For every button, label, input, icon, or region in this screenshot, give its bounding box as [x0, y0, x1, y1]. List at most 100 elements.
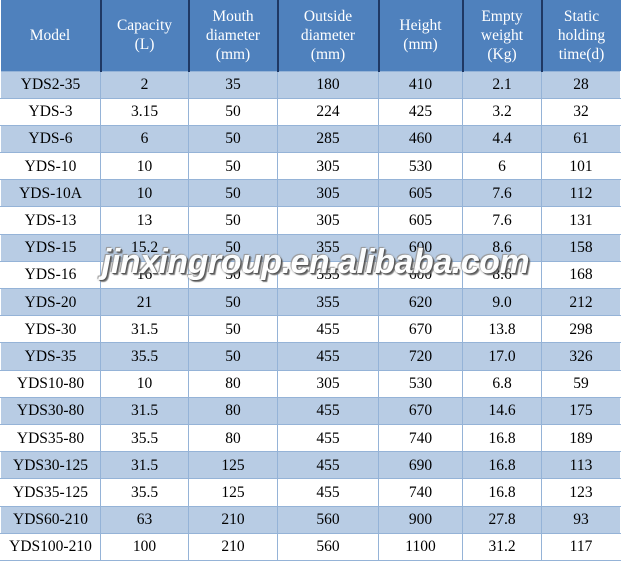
cell-outside-diameter: 355: [277, 233, 379, 262]
cell-empty-weight: 4.4: [462, 124, 542, 154]
cell-height: 530: [378, 369, 463, 398]
cell-outside-diameter: 305: [277, 179, 379, 208]
column-header-line: Empty: [481, 7, 523, 25]
cell-height: 720: [378, 342, 463, 371]
cell-height: 425: [378, 97, 463, 126]
column-header-line: Outside: [303, 7, 353, 25]
column-header-empty-weight: Empty weight (Kg): [461, 0, 543, 71]
cell-capacity: 31.5: [100, 396, 189, 425]
column-header-line: diameter: [300, 26, 356, 44]
cell-empty-weight: 7.6: [462, 206, 542, 235]
cell-capacity: 3.15: [100, 97, 189, 126]
cell-height: 605: [378, 206, 463, 235]
cell-mouth-diameter: 50: [188, 315, 278, 344]
cell-mouth-diameter: 50: [188, 342, 278, 371]
cell-model: YDS2-35: [0, 70, 101, 99]
cell-height: 690: [378, 451, 463, 480]
cell-static-holding-time: 298: [541, 315, 621, 344]
cell-model: YDS-16: [0, 260, 101, 290]
cell-capacity: 35.5: [100, 478, 189, 507]
cell-outside-diameter: 455: [277, 478, 379, 507]
cell-empty-weight: 16.8: [462, 423, 542, 453]
cell-empty-weight: 31.2: [462, 532, 542, 561]
cell-height: 900: [378, 505, 463, 534]
table-row: YDS-10 10 50 305 530 6 101: [0, 152, 621, 181]
cell-capacity: 21: [100, 287, 189, 317]
column-header-unit: time(d): [558, 45, 605, 63]
cell-static-holding-time: 101: [541, 152, 621, 181]
cell-empty-weight: 16.8: [462, 451, 542, 480]
cell-height: 530: [378, 152, 463, 181]
cell-static-holding-time: 93: [541, 505, 621, 534]
cell-static-holding-time: 158: [541, 233, 621, 262]
cell-mouth-diameter: 50: [188, 152, 278, 181]
cell-mouth-diameter: 125: [188, 451, 278, 480]
cell-mouth-diameter: 50: [188, 233, 278, 262]
table-row: YDS35-80 35.5 80 455 740 16.8 189: [0, 423, 621, 453]
cell-model: YDS-3: [0, 97, 101, 126]
cell-empty-weight: 16.8: [462, 478, 542, 507]
cell-empty-weight: 3.2: [462, 97, 542, 126]
cell-static-holding-time: 28: [541, 70, 621, 99]
table-row: YDS30-125 31.5 125 455 690 16.8 113: [0, 451, 621, 480]
table-row: YDS30-80 31.5 80 455 670 14.6 175: [0, 396, 621, 425]
cell-capacity: 16: [100, 260, 189, 290]
cell-capacity: 63: [100, 505, 189, 534]
table-row: YDS-20 21 50 355 620 9.0 212: [0, 287, 621, 317]
cell-model: YDS-10: [0, 152, 101, 181]
table-header: Model Capacity (L) Mouth diameter (mm) O…: [0, 0, 621, 71]
column-header-line: Model: [29, 26, 71, 44]
cell-height: 1100: [378, 532, 463, 561]
column-header-line: Height: [399, 17, 442, 35]
cell-model: YDS60-210: [0, 505, 101, 534]
column-header-unit: (Kg): [487, 45, 517, 63]
cell-capacity: 13: [100, 206, 189, 235]
table-row: YDS2-35 2 35 180 410 2.1 28: [0, 70, 621, 99]
cell-outside-diameter: 455: [277, 423, 379, 453]
cell-outside-diameter: 560: [277, 505, 379, 534]
cell-height: 740: [378, 423, 463, 453]
cell-height: 620: [378, 287, 463, 317]
column-header-line: weight: [480, 26, 524, 44]
cell-static-holding-time: 59: [541, 369, 621, 398]
cell-outside-diameter: 455: [277, 342, 379, 371]
cell-mouth-diameter: 50: [188, 97, 278, 126]
cell-height: 670: [378, 315, 463, 344]
cell-mouth-diameter: 125: [188, 478, 278, 507]
table-row: YDS-15 15.2 50 355 600 8.6 158: [0, 233, 621, 262]
table-row: YDS-13 13 50 305 605 7.6 131: [0, 206, 621, 235]
table-row: YDS-35 35.5 50 455 720 17.0 326: [0, 342, 621, 371]
table-row: YDS-6 6 50 285 460 4.4 61: [0, 124, 621, 154]
cell-empty-weight: 6.8: [462, 369, 542, 398]
cell-model: YDS30-80: [0, 396, 101, 425]
cell-capacity: 6: [100, 124, 189, 154]
cell-outside-diameter: 455: [277, 315, 379, 344]
cell-model: YDS-35: [0, 342, 101, 371]
cell-height: 460: [378, 124, 463, 154]
cell-mouth-diameter: 50: [188, 179, 278, 208]
cell-static-holding-time: 113: [541, 451, 621, 480]
cell-capacity: 15.2: [100, 233, 189, 262]
cell-outside-diameter: 305: [277, 369, 379, 398]
cell-mouth-diameter: 35: [188, 70, 278, 99]
table-row: YDS-30 31.5 50 455 670 13.8 298: [0, 315, 621, 344]
cell-capacity: 31.5: [100, 451, 189, 480]
column-header-line: holding: [557, 26, 606, 44]
column-header-static-holding-time: Static holding time(d): [540, 0, 621, 71]
cell-outside-diameter: 224: [277, 97, 379, 126]
cell-mouth-diameter: 80: [188, 369, 278, 398]
column-header-unit: (mm): [215, 45, 251, 63]
cell-static-holding-time: 131: [541, 206, 621, 235]
column-header-line: Mouth: [212, 7, 254, 25]
cell-outside-diameter: 285: [277, 124, 379, 154]
cell-empty-weight: 17.0: [462, 342, 542, 371]
cell-model: YDS-20: [0, 287, 101, 317]
table-row: YDS35-125 35.5 125 455 740 16.8 123: [0, 478, 621, 507]
cell-static-holding-time: 175: [541, 396, 621, 425]
cell-empty-weight: 13.8: [462, 315, 542, 344]
column-header-height: Height (mm): [377, 0, 464, 71]
column-header-model: Model: [0, 0, 102, 71]
cell-height: 600: [378, 233, 463, 262]
cell-static-holding-time: 61: [541, 124, 621, 154]
